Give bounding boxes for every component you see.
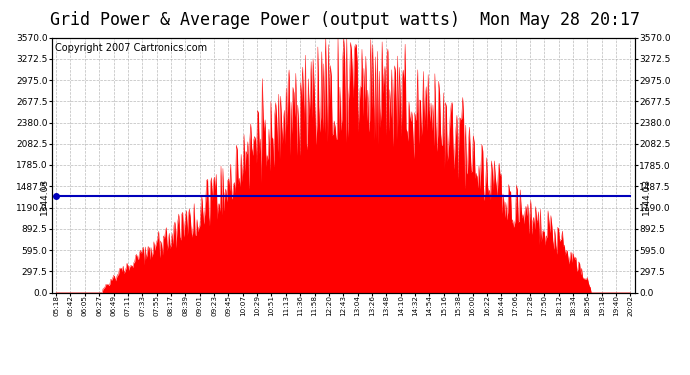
Text: 1344.03: 1344.03 (642, 178, 651, 215)
Text: 1344.03: 1344.03 (40, 178, 49, 215)
Text: Grid Power & Average Power (output watts)  Mon May 28 20:17: Grid Power & Average Power (output watts… (50, 11, 640, 29)
Text: Copyright 2007 Cartronics.com: Copyright 2007 Cartronics.com (55, 43, 207, 52)
